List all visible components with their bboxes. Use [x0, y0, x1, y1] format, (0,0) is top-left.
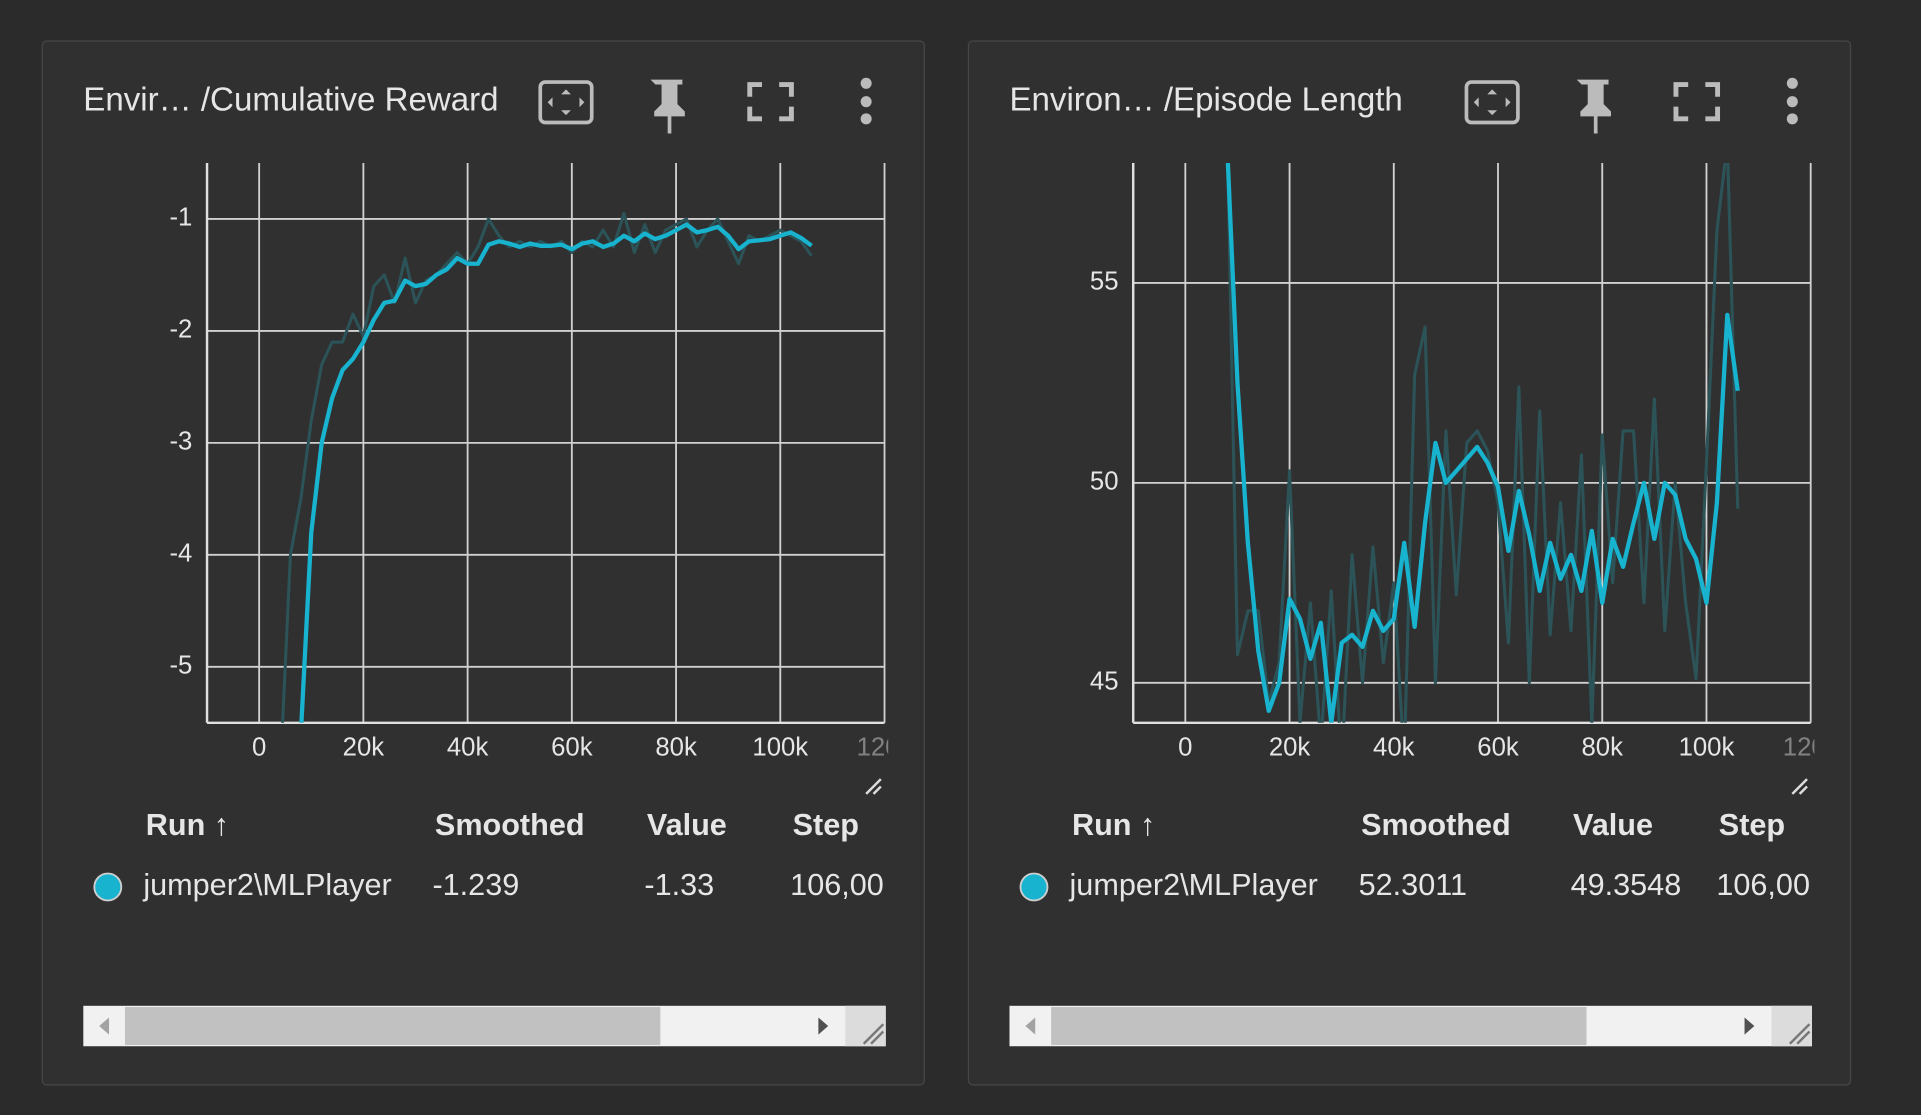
- icon: [547, 89, 585, 116]
- y-tick-label: -1: [169, 204, 192, 232]
- fit-domain-button[interactable]: [1464, 80, 1520, 125]
- scroll-right: [1744, 1017, 1755, 1035]
- x-tick-label: 40k: [447, 733, 489, 761]
- x-tick-label: 20k: [1269, 733, 1311, 761]
- card-title: Envir… /Cumulative Reward: [83, 81, 498, 118]
- table-cell: 52.3011: [1359, 868, 1467, 902]
- card: Envir… /Cumulative Reward -5 -4 -3 -2 -1 0 20k…: [41, 40, 925, 1086]
- y-tick-label: -2: [169, 316, 192, 344]
- card: Environ… /Episode Length 45 50 55 0 20k 40k 60…: [967, 40, 1852, 1086]
- run-color: [93, 872, 123, 902]
- card-title: Environ… /Episode Length: [1009, 81, 1402, 118]
- series-line: [299, 222, 813, 723]
- x-tick-label: 60k: [1477, 733, 1519, 761]
- x-tick-label: 0: [252, 733, 266, 761]
- resize-handle[interactable]: [1791, 778, 1808, 795]
- table-cell: jumper2\MLPlayer: [1069, 868, 1318, 902]
- series-line: [1226, 162, 1740, 723]
- series-line: [281, 211, 813, 723]
- x-tick-label: 20k: [343, 733, 385, 761]
- icon: [1576, 79, 1612, 134]
- more-button[interactable]: [860, 77, 872, 125]
- table-header[interactable]: Value: [1573, 808, 1653, 842]
- x-tick-label: 120k: [1783, 733, 1839, 761]
- table-header[interactable]: Step: [793, 808, 859, 842]
- scroll-left: [99, 1017, 110, 1035]
- y-tick-label: 50: [1090, 468, 1119, 496]
- scroll-right: [818, 1017, 829, 1035]
- y-tick-label: 55: [1090, 268, 1119, 296]
- icon: [1786, 113, 1798, 125]
- icon: [1464, 80, 1520, 125]
- resize-corner: [1789, 1023, 1811, 1045]
- fit-domain-button[interactable]: [538, 80, 594, 125]
- icon: [1673, 82, 1721, 122]
- x-tick-label: 40k: [1373, 733, 1415, 761]
- scroll-corner: [1771, 1005, 1812, 1047]
- x-tick-label: 100k: [752, 733, 808, 761]
- icon: [860, 113, 872, 125]
- pin-button[interactable]: [1576, 79, 1612, 134]
- icon: [650, 79, 685, 134]
- scrollbar[interactable]: [83, 1005, 886, 1047]
- scroll-corner: [845, 1005, 886, 1047]
- table-cell: jumper2\MLPlayer: [142, 868, 391, 902]
- pin-button[interactable]: [650, 79, 685, 134]
- table-cell: -1.33: [644, 868, 714, 902]
- table-header[interactable]: Run ↑: [146, 808, 229, 842]
- icon: [747, 82, 794, 122]
- x-tick-label: 120k: [857, 733, 913, 761]
- y-tick-label: 45: [1090, 668, 1119, 696]
- run-color: [1019, 872, 1049, 902]
- table-cell: -1.239: [432, 868, 519, 902]
- scrollbar[interactable]: [1009, 1005, 1812, 1047]
- fullscreen-button[interactable]: [747, 82, 794, 122]
- table-header[interactable]: Value: [647, 808, 727, 842]
- x-tick-label: 80k: [655, 733, 697, 761]
- scroll-left: [1025, 1017, 1036, 1035]
- y-tick-label: -5: [169, 652, 192, 680]
- table-header[interactable]: Run ↑: [1072, 808, 1155, 842]
- icon: [1473, 89, 1511, 116]
- table-cell: 106,00: [1716, 868, 1810, 902]
- more-button[interactable]: [1786, 77, 1798, 125]
- icon: [538, 80, 594, 125]
- fullscreen-button[interactable]: [1673, 82, 1721, 122]
- icon: [1786, 96, 1798, 108]
- series-line: [1225, 162, 1740, 723]
- table-header[interactable]: Smoothed: [1361, 808, 1511, 842]
- y-tick-label: -4: [169, 540, 192, 568]
- y-tick-label: -3: [169, 428, 192, 456]
- table-header[interactable]: Step: [1719, 808, 1785, 842]
- icon: [860, 77, 872, 89]
- table-cell: 106,00: [790, 868, 884, 902]
- scroll-thumb: [124, 1007, 661, 1046]
- icon: [1786, 77, 1798, 89]
- scroll-thumb: [1051, 1007, 1587, 1046]
- table-header[interactable]: Smoothed: [435, 808, 585, 842]
- x-tick-label: 60k: [551, 733, 593, 761]
- resize-corner: [862, 1023, 885, 1045]
- icon: [860, 96, 872, 108]
- table-cell: 49.3548: [1571, 868, 1682, 902]
- x-tick-label: 80k: [1582, 733, 1624, 761]
- resize-handle[interactable]: [865, 778, 882, 795]
- card-chart: Envir… /Cumulative Reward -5 -4 -3 -2 -1 0 20k…: [83, 77, 913, 1047]
- x-tick-label: 100k: [1679, 733, 1735, 761]
- card-chart: Environ… /Episode Length 45 50 55 0 20k 40k 60…: [1009, 77, 1839, 1047]
- x-tick-label: 0: [1178, 733, 1192, 761]
